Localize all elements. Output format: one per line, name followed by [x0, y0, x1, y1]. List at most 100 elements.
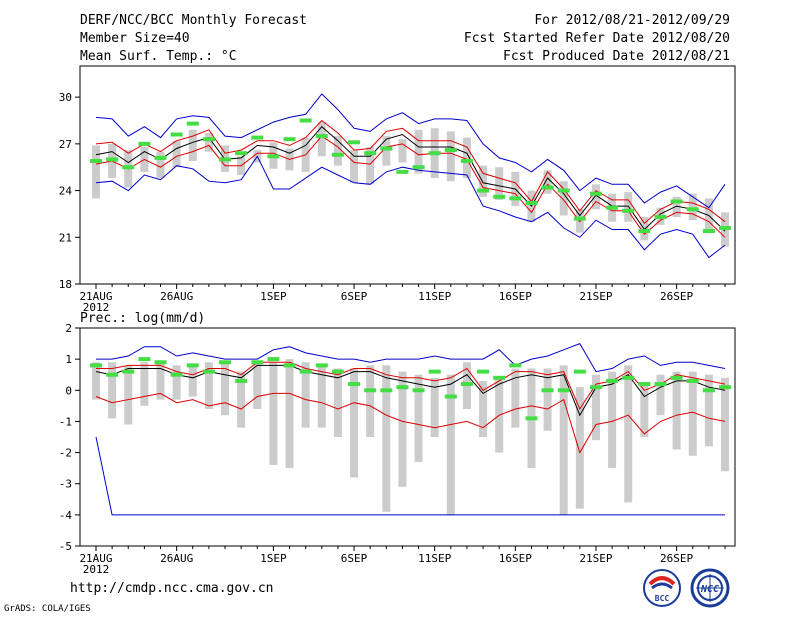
ncc-logo-text: NCC — [700, 584, 719, 595]
ensemble-box — [221, 362, 230, 416]
variable-label: Mean Surf. Temp.: °C — [80, 49, 237, 64]
observed-marker — [106, 372, 119, 377]
plot-frame — [79, 327, 736, 547]
observed-marker — [525, 416, 538, 421]
observed-marker — [219, 157, 232, 162]
observed-marker — [331, 369, 344, 374]
observed-marker — [557, 388, 570, 393]
y-tick-label: 27 — [59, 138, 72, 151]
ensemble-box — [591, 184, 600, 210]
observed-marker — [460, 158, 473, 163]
x-tick-label: 6SEP — [341, 290, 368, 303]
observed-marker — [106, 157, 119, 162]
observed-marker — [606, 378, 619, 383]
observed-marker — [122, 369, 135, 374]
x-tick-label: 11SEP — [418, 552, 451, 565]
y-tick-label: 24 — [59, 185, 73, 198]
ensemble-box — [237, 371, 246, 428]
observed-marker — [702, 388, 715, 393]
x-tick-label: 11SEP — [418, 290, 451, 303]
observed-marker — [283, 363, 296, 368]
observed-marker — [477, 369, 490, 374]
y-tick-label: 2 — [65, 322, 72, 335]
observed-marker — [202, 369, 215, 374]
x-tick-label: 26SEP — [660, 290, 693, 303]
observed-marker — [493, 375, 506, 380]
observed-marker — [138, 357, 151, 362]
observed-marker — [606, 205, 619, 210]
ensemble-box — [672, 196, 681, 218]
observed-marker — [396, 385, 409, 390]
observed-marker — [219, 360, 232, 365]
observed-marker — [622, 208, 635, 213]
ensemble-box — [156, 151, 165, 179]
observed-marker — [364, 151, 377, 156]
ensemble-box — [559, 181, 568, 216]
observed-marker — [444, 394, 457, 399]
observed-marker — [202, 137, 215, 142]
observed-marker — [525, 201, 538, 206]
observed-marker — [541, 388, 554, 393]
ensemble-box — [366, 365, 375, 437]
observed-marker — [460, 382, 473, 387]
chart-title: DERF/NCC/BCC Monthly Forecast — [80, 13, 307, 28]
x-tick-label: 6SEP — [341, 552, 368, 565]
observed-marker — [444, 148, 457, 153]
grads-credit: GrADS: COLA/IGES — [4, 604, 91, 614]
observed-marker — [638, 382, 651, 387]
ensemble-box — [446, 374, 455, 515]
ensemble-box — [204, 132, 213, 152]
observed-marker — [509, 196, 522, 201]
observed-marker — [299, 118, 312, 123]
observed-marker — [428, 369, 441, 374]
ensemble-box — [495, 167, 504, 200]
ensemble-box — [672, 371, 681, 450]
x-tick-label: 16SEP — [499, 552, 532, 565]
y-tick-label: -4 — [59, 509, 73, 522]
upper-percentile-line — [95, 119, 726, 225]
observed-marker — [702, 229, 715, 234]
observed-marker — [235, 151, 248, 156]
observed-marker — [154, 360, 167, 365]
ensemble-box — [317, 365, 326, 428]
ensemble-box — [414, 374, 423, 462]
ensemble-box — [317, 122, 326, 157]
ensemble-box — [140, 362, 149, 406]
ensemble-box — [92, 145, 100, 199]
precip-panel-title: Prec.: log(mm/d) — [80, 311, 205, 326]
ensemble-box — [301, 362, 310, 428]
observed-marker — [380, 388, 393, 393]
observed-marker — [251, 135, 264, 140]
observed-marker — [541, 185, 554, 190]
y-tick-label: -2 — [59, 447, 72, 460]
observed-marker — [90, 363, 102, 368]
ensemble-box — [446, 131, 455, 182]
ensemble-box — [688, 193, 697, 221]
website-url[interactable]: http://cmdp.ncc.cma.gov.cn — [70, 581, 274, 596]
observed-marker — [122, 165, 135, 170]
ensemble-box — [366, 146, 375, 185]
ncc-logo: NCC — [690, 568, 730, 608]
observed-marker — [154, 155, 167, 160]
ensemble-mean-line — [95, 364, 726, 417]
ensemble-box — [559, 365, 568, 515]
x-tick-label: 21AUG — [79, 552, 112, 565]
ensemble-box — [124, 365, 133, 425]
min-line — [95, 155, 726, 259]
x-tick-label: 1SEP — [260, 290, 287, 303]
lower-percentile-line — [95, 135, 726, 238]
y-tick-label: 0 — [65, 384, 72, 397]
observed-marker — [509, 363, 522, 368]
ensemble-box — [430, 377, 439, 437]
forecast-produced-date: Fcst Produced Date 2012/08/21 — [503, 49, 730, 64]
ensemble-box — [543, 368, 552, 431]
observed-marker — [331, 152, 344, 157]
observed-marker — [719, 385, 731, 390]
ensemble-box — [575, 387, 584, 509]
ensemble-box — [333, 136, 342, 166]
ensemble-box — [92, 362, 100, 400]
observed-marker — [267, 154, 280, 159]
max-line — [95, 93, 726, 209]
ensemble-box — [398, 371, 407, 487]
